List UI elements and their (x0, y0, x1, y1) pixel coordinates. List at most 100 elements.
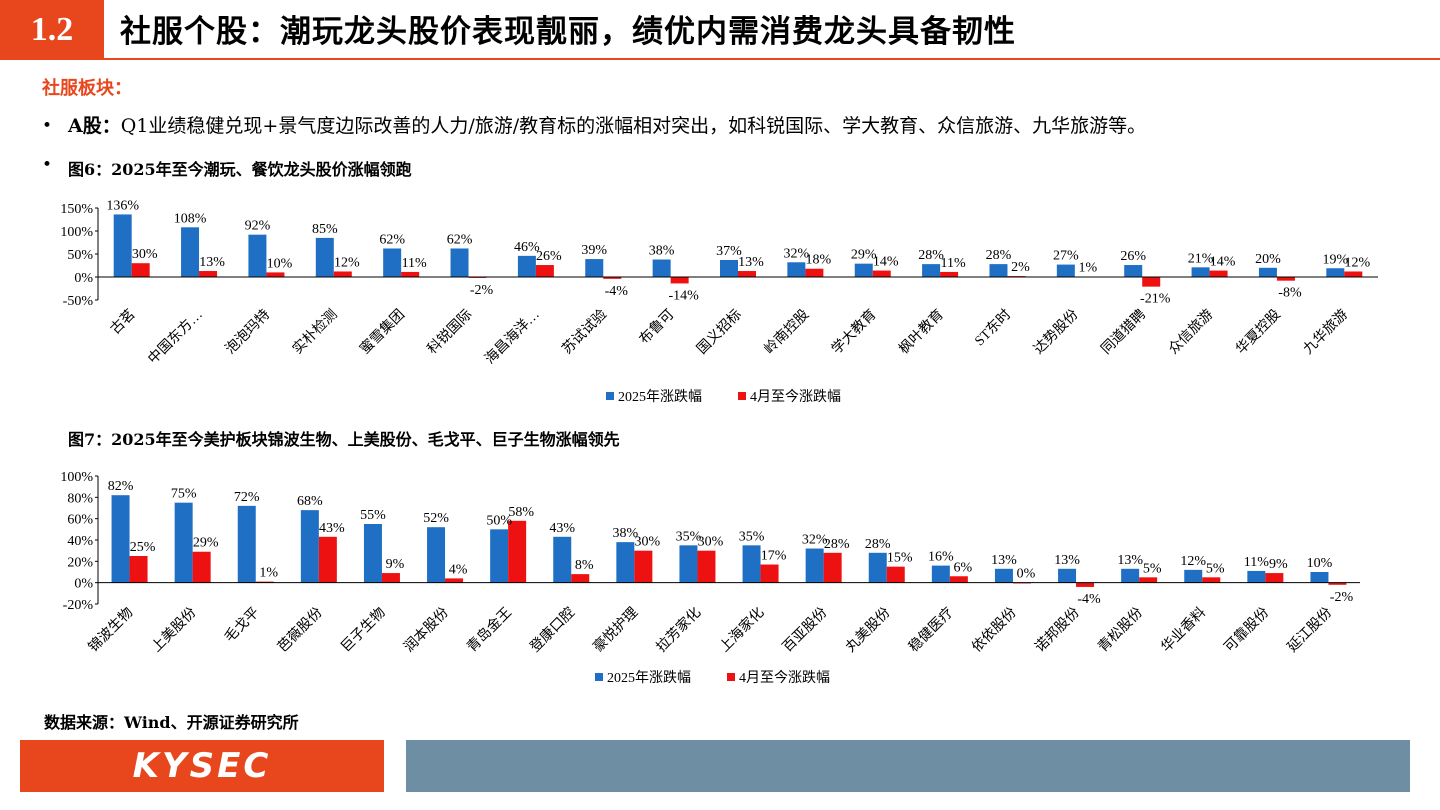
data-label-2025: 50% (486, 513, 512, 528)
category-label: 布鲁可 (636, 307, 677, 348)
bar-april (872, 270, 891, 277)
category-label: 拉芳家化 (653, 604, 705, 656)
category-label: 实朴检测 (290, 307, 341, 358)
category-label: 众信旅游 (1165, 307, 1216, 358)
category-label: ST东时 (972, 307, 1015, 350)
section-label: 社服板块： (42, 78, 132, 99)
bar-2025 (237, 505, 256, 583)
bar-april (199, 271, 218, 277)
legend-swatch-2025 (595, 673, 603, 681)
bar-2025 (300, 510, 319, 583)
y-tick-label: 60% (67, 513, 93, 528)
category-label: 中国东方… (145, 307, 206, 368)
bar-april (1265, 573, 1284, 583)
data-label-april: 29% (193, 536, 219, 551)
bar-2025 (490, 529, 509, 583)
category-label: 科锐国际 (424, 307, 475, 358)
bar-april (1202, 577, 1221, 583)
data-label-2025: 37% (716, 244, 742, 259)
category-label: 岭南控股 (761, 307, 812, 358)
bar-april (670, 277, 689, 284)
data-label-april: -21% (1140, 292, 1171, 307)
bar-april (1328, 582, 1347, 585)
bar-2025 (1247, 570, 1266, 583)
data-label-2025: 43% (549, 521, 575, 536)
bar-2025 (989, 264, 1008, 277)
data-label-april: -4% (605, 284, 629, 299)
legend-swatch-april (738, 392, 746, 400)
bar-2025 (427, 527, 446, 583)
category-label: 国义招标 (694, 307, 745, 358)
footer-bar (406, 740, 1410, 792)
category-label: 华夏控股 (1233, 307, 1284, 358)
data-label-april: 14% (1210, 255, 1236, 270)
bar-2025 (679, 545, 698, 583)
data-label-2025: 68% (297, 494, 323, 509)
data-label-april: 5% (1206, 561, 1225, 576)
bar-april (1276, 277, 1295, 281)
category-label: 华业香料 (1158, 605, 1209, 656)
data-label-2025: 38% (613, 526, 639, 541)
y-tick-label: 0% (74, 271, 93, 286)
chart-social-services: 150% 100% 50% 0% -50% 136% 30% 古茗 108% 13% 中国东方… 92… (60, 198, 1378, 405)
y-tick-label: 50% (67, 248, 93, 263)
data-label-april: 1% (259, 566, 278, 581)
bar-2025 (383, 248, 402, 277)
category-label: 延江股份 (1284, 605, 1335, 656)
section-number: 1.2 (0, 0, 104, 60)
data-label-2025: 35% (676, 529, 702, 544)
data-label-2025: 28% (865, 537, 891, 552)
data-label-april: 14% (873, 255, 899, 270)
bar-2025 (922, 264, 941, 277)
data-label-april: 17% (761, 549, 787, 564)
category-label: 登康口腔 (526, 604, 578, 656)
figure6-caption: 图6：2025年至今潮玩、餐饮龙头股价涨幅领跑 (68, 160, 412, 179)
data-label-april: 30% (635, 535, 661, 550)
bar-april (318, 536, 337, 583)
bar-2025 (1326, 268, 1345, 277)
kysec-logo: KYSEC (20, 740, 384, 792)
bar-2025 (1056, 264, 1075, 277)
data-label-april: 43% (319, 521, 345, 536)
y-tick-label: 20% (67, 555, 93, 570)
bar-april (949, 576, 968, 583)
bar-april (266, 272, 285, 277)
data-label-april: 15% (887, 551, 913, 566)
data-label-2025: 16% (928, 550, 954, 565)
bar-2025 (1124, 265, 1143, 277)
data-label-2025: 20% (1255, 252, 1281, 267)
data-label-2025: 32% (784, 246, 810, 261)
category-label: 毛戈平 (222, 605, 263, 646)
bar-2025 (174, 502, 193, 583)
data-label-april: 11% (941, 256, 966, 271)
data-label-2025: 62% (447, 232, 473, 247)
data-label-april: 4% (449, 562, 468, 577)
bar-2025 (248, 234, 267, 277)
data-label-april: 12% (334, 255, 360, 270)
data-label-april: 12% (1344, 255, 1370, 270)
category-label: 达势股份 (1031, 307, 1082, 358)
category-label: 蜜雪集团 (356, 306, 408, 358)
bar-2025 (517, 255, 536, 277)
bar-april (508, 520, 527, 583)
category-label: 上海家化 (716, 604, 768, 656)
bar-april (445, 578, 464, 583)
category-label: 泡泡玛特 (222, 307, 273, 358)
data-label-april: -2% (1330, 590, 1354, 605)
bar-2025 (113, 214, 132, 277)
data-label-april: 11% (402, 256, 427, 271)
bar-2025 (315, 237, 334, 277)
y-tick-label: 40% (67, 534, 93, 549)
data-label-2025: 75% (171, 487, 197, 502)
bar-2025 (553, 536, 572, 583)
data-label-2025: 19% (1322, 252, 1348, 267)
bullet-body: Q1业绩稳健兑现+景气度边际改善的人力/旅游/教育标的涨幅相对突出，如科锐国际、… (120, 115, 1147, 137)
data-label-2025: 92% (245, 219, 271, 234)
data-label-2025: 26% (1120, 249, 1146, 264)
bar-2025 (1184, 569, 1203, 583)
bar-april (940, 271, 959, 277)
category-label: 上美股份 (149, 605, 200, 656)
data-label-2025: 13% (1117, 553, 1143, 568)
category-label: 古茗 (107, 307, 138, 338)
bar-2025 (450, 248, 469, 277)
